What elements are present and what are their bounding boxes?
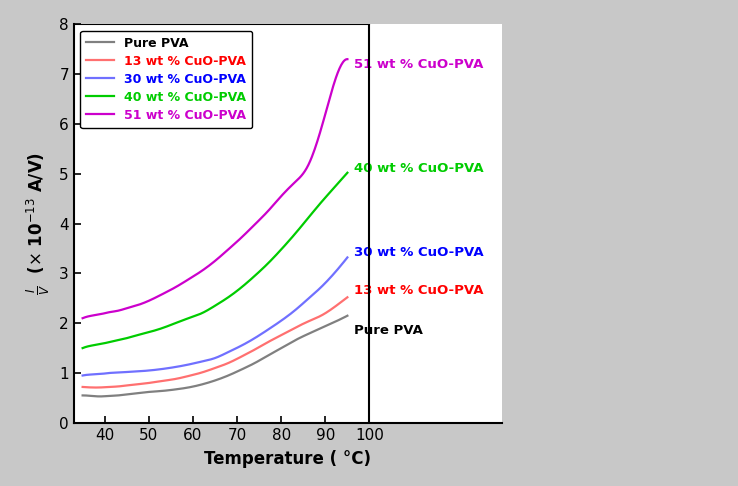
Text: 30 wt % CuO-PVA: 30 wt % CuO-PVA: [354, 246, 483, 259]
Text: Pure PVA: Pure PVA: [354, 324, 423, 337]
Legend: Pure PVA, 13 wt % CuO-PVA, 30 wt % CuO-PVA, 40 wt % CuO-PVA, 51 wt % CuO-PVA: Pure PVA, 13 wt % CuO-PVA, 30 wt % CuO-P…: [80, 31, 252, 128]
Y-axis label: $\frac{I}{V}$  ($\times$ 10$^{-13}$ A/V): $\frac{I}{V}$ ($\times$ 10$^{-13}$ A/V): [25, 152, 52, 295]
Text: 51 wt % CuO-PVA: 51 wt % CuO-PVA: [354, 58, 483, 70]
Text: 13 wt % CuO-PVA: 13 wt % CuO-PVA: [354, 284, 483, 297]
X-axis label: Temperature ( °C): Temperature ( °C): [204, 450, 371, 468]
Text: 40 wt % CuO-PVA: 40 wt % CuO-PVA: [354, 162, 483, 175]
